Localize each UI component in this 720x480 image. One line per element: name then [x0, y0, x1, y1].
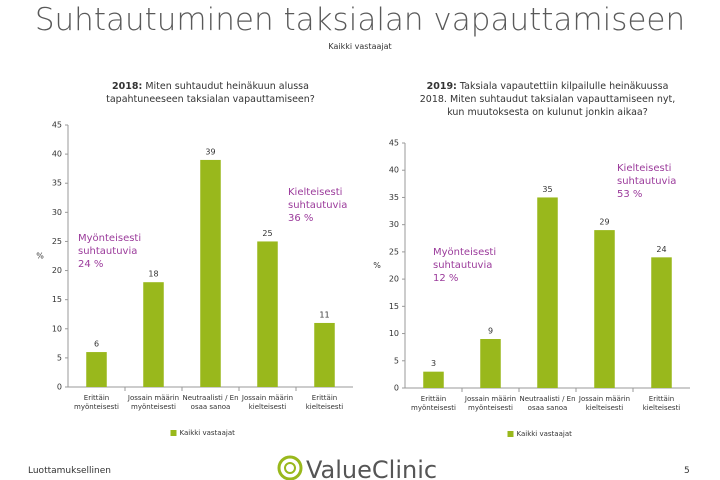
y-tick-label: 20 — [52, 266, 62, 275]
legend-label: Kaikki vastaajat — [517, 430, 573, 438]
y-tick-label: 20 — [389, 275, 399, 284]
x-tick-label: Erittäin myönteisesti — [411, 395, 456, 412]
value-label: 24 — [656, 245, 666, 254]
bar — [423, 371, 444, 388]
y-tick-label: 10 — [52, 324, 62, 333]
chart-title-lead: 2018: — [112, 81, 143, 92]
x-tick-label: Jossain määrin myönteisesti — [464, 395, 517, 412]
bar — [86, 352, 107, 387]
legend-swatch — [170, 430, 177, 436]
value-label: 39 — [205, 147, 215, 156]
x-tick-label: Jossain määrin kielteisesti — [578, 395, 631, 412]
value-label: 18 — [148, 270, 158, 279]
logo-icon-inner — [284, 462, 296, 474]
page-number: 5 — [684, 466, 690, 476]
logo-icon — [277, 455, 303, 480]
logo-text: ValueClinic — [306, 456, 438, 480]
y-tick-label: 15 — [389, 302, 399, 311]
y-tick-label: 10 — [389, 329, 399, 338]
y-tick-label: 35 — [389, 193, 399, 202]
bar — [651, 257, 672, 388]
legend-label: Kaikki vastaajat — [180, 429, 236, 437]
y-tick-label: 25 — [52, 237, 62, 246]
legend-swatch — [507, 431, 514, 437]
y-tick-label: 0 — [394, 384, 399, 393]
x-tick-label: Erittäin myönteisesti — [74, 394, 119, 411]
value-label: 35 — [542, 185, 552, 194]
x-tick-label: Jossain määrin kielteisesti — [241, 394, 294, 411]
chart-title-lead: 2019: — [426, 81, 457, 92]
y-tick-label: 5 — [57, 353, 62, 362]
bar — [594, 230, 615, 388]
value-label: 6 — [94, 340, 99, 349]
x-tick-label: Jossain määrin myönteisesti — [127, 394, 180, 411]
bar — [480, 339, 501, 388]
value-label: 29 — [599, 218, 609, 227]
bar — [257, 241, 278, 387]
y-axis-label: % — [373, 261, 381, 270]
y-tick-label: 35 — [52, 179, 62, 188]
x-tick-label: Neutraalisti / En osaa sanoa — [182, 394, 239, 411]
y-tick-label: 5 — [394, 356, 399, 365]
y-tick-label: 45 — [389, 139, 399, 148]
chart-title: Miten suhtaudut heinäkuun alussa tapahtu… — [106, 81, 315, 105]
annotation: Kielteisesti suhtautuvia 53 % — [617, 163, 677, 200]
y-tick-label: 45 — [52, 121, 62, 130]
bar — [314, 322, 335, 387]
y-tick-label: 40 — [389, 166, 399, 175]
value-label: 11 — [319, 310, 329, 319]
slide-subtitle: Kaikki vastaajat — [328, 42, 392, 51]
x-tick-label: Neutraalisti / En osaa sanoa — [519, 395, 576, 412]
annotation: Myönteisesti suhtautuvia 24 % — [78, 233, 142, 270]
y-tick-label: 0 — [57, 383, 62, 392]
slide-title: Suhtautuminen taksialan vapauttamiseen — [34, 2, 686, 38]
y-tick-label: 40 — [52, 150, 62, 159]
value-label: 3 — [431, 359, 436, 368]
chart-title-box: 2018: Miten suhtaudut heinäkuun alussa t… — [81, 80, 341, 106]
bar — [200, 159, 221, 387]
bar — [143, 282, 164, 387]
y-axis-label: % — [36, 252, 44, 261]
y-tick-label: 15 — [52, 295, 62, 304]
value-label: 25 — [262, 229, 272, 238]
annotation: Kielteisesti suhtautuvia 36 % — [288, 187, 348, 224]
y-tick-label: 30 — [52, 208, 62, 217]
y-tick-label: 25 — [389, 247, 399, 256]
value-label: 9 — [488, 327, 493, 336]
y-tick-label: 30 — [389, 220, 399, 229]
footer-left: Luottamuksellinen — [28, 466, 111, 476]
x-tick-label: Erittäin kielteisesti — [642, 395, 681, 412]
chart-title-box: 2019: Taksiala vapautettiin kilpailulle … — [418, 80, 678, 119]
annotation: Myönteisesti suhtautuvia 12 % — [433, 247, 497, 284]
chart-title: Taksiala vapautettiin kilpailulle heinäk… — [419, 81, 676, 118]
x-tick-label: Erittäin kielteisesti — [305, 394, 344, 411]
bar — [537, 197, 558, 388]
